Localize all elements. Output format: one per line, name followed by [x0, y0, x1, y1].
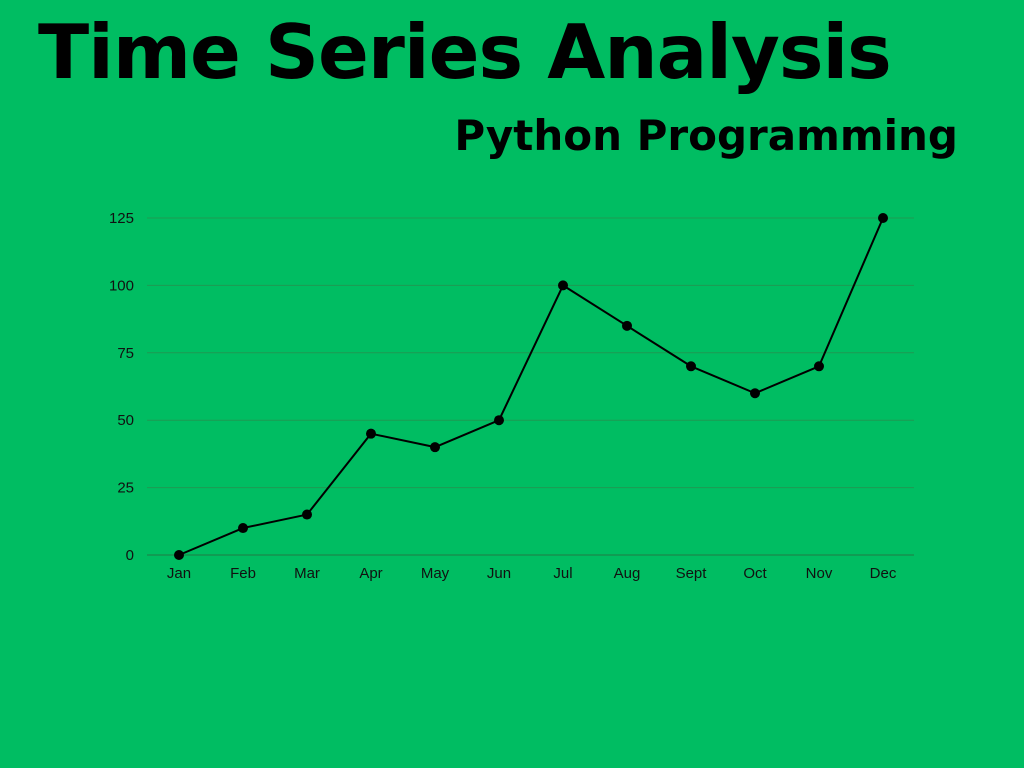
y-tick-label: 125 — [109, 210, 134, 227]
y-tick-label: 75 — [117, 345, 134, 362]
page-subtitle: Python Programming — [454, 111, 958, 160]
x-tick-label: Feb — [230, 565, 256, 582]
series-line — [178, 217, 884, 556]
y-tick-label: 25 — [117, 480, 134, 497]
data-point — [814, 361, 824, 372]
y-tick-label: 100 — [109, 277, 134, 294]
data-point — [750, 388, 760, 399]
data-point — [302, 509, 312, 520]
x-tick-label: Aug — [614, 565, 641, 582]
data-point — [238, 523, 248, 534]
y-tick-label: 50 — [117, 412, 134, 429]
data-point — [174, 550, 184, 560]
x-tick-label: Nov — [806, 565, 833, 582]
x-tick-label: Jul — [553, 565, 572, 582]
data-point — [622, 320, 632, 331]
x-tick-label: Dec — [870, 565, 897, 582]
data-point — [366, 428, 376, 439]
data-point — [494, 415, 504, 426]
y-tick-label: 0 — [126, 547, 134, 564]
page-title: Time Series Analysis — [38, 8, 892, 96]
data-point — [558, 280, 568, 291]
x-tick-label: Jan — [167, 565, 191, 582]
data-series — [174, 213, 888, 560]
x-tick-label: Jun — [487, 565, 511, 582]
data-point — [686, 361, 696, 372]
x-tick-label: Apr — [359, 565, 382, 582]
x-tick-label: Mar — [294, 565, 320, 582]
grid-lines — [147, 217, 914, 556]
x-tick-label: Sept — [676, 565, 708, 582]
y-axis-ticks: 0 25 50 75 100 125 — [109, 210, 134, 564]
data-point — [878, 213, 888, 223]
data-point — [430, 442, 440, 453]
x-axis-ticks: Jan Feb Mar Apr May Jun Jul Aug Sept Oct Nov Dec — [167, 565, 897, 582]
x-tick-label: May — [421, 565, 450, 582]
x-tick-label: Oct — [743, 565, 767, 582]
